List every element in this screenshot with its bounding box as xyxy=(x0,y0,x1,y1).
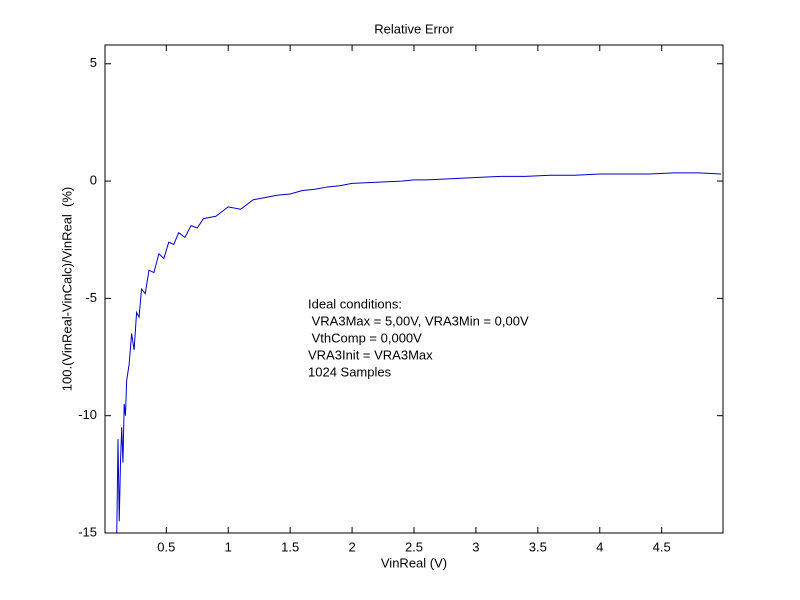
annotation: Ideal conditions: xyxy=(308,296,402,311)
x-tick-label: 2 xyxy=(348,539,355,554)
y-tick-label: -5 xyxy=(85,290,97,305)
plot-area xyxy=(104,44,724,534)
x-tick-label: 4.5 xyxy=(653,539,671,554)
annotation: VRA3Max = 5,00V, VRA3Min = 0,00V xyxy=(308,313,529,328)
x-tick-label: 2.5 xyxy=(405,539,423,554)
y-tick-label: -10 xyxy=(78,407,97,422)
x-tick-label: 3.5 xyxy=(529,539,547,554)
x-tick-label: 0.5 xyxy=(157,539,175,554)
data-line xyxy=(116,172,722,534)
y-tick-label: 5 xyxy=(90,55,97,70)
annotation: VthComp = 0,000V xyxy=(308,330,422,345)
y-tick-label: 0 xyxy=(90,173,97,188)
x-tick-label: 1 xyxy=(225,539,232,554)
y-axis-label: 100.(VinReal-VinCalc)/VinReal (%) xyxy=(59,187,74,391)
annotation: VRA3Init = VRA3Max xyxy=(308,347,433,362)
annotation: 1024 Samples xyxy=(308,364,392,379)
x-tick-label: 4 xyxy=(596,539,603,554)
chart-title: Relative Error xyxy=(374,21,454,36)
x-axis-label: VinReal (V) xyxy=(381,555,447,570)
y-tick-label: -15 xyxy=(78,524,97,539)
x-tick-label: 3 xyxy=(472,539,479,554)
x-tick-label: 1.5 xyxy=(281,539,299,554)
